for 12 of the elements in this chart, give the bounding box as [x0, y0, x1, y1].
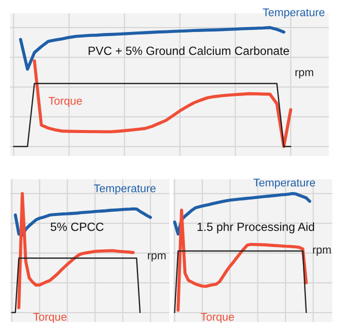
- text: PVC + 5% Ground Calcium Carbonate: [88, 46, 289, 55]
- text: 5% CPCC: [50, 222, 104, 231]
- series-label: Temperature: [94, 184, 156, 194]
- series-label: rpm: [148, 253, 166, 262]
- series-label: Torque: [33, 312, 66, 323]
- series-label: Temperature: [253, 178, 316, 189]
- series-label: rpm: [313, 248, 331, 256]
- text: 1.5 phr Processing Aid: [198, 222, 314, 234]
- series-label: rpm: [295, 70, 314, 78]
- series-label: Temperature: [262, 8, 324, 18]
- series-label: Torque: [48, 97, 82, 107]
- text: Torque: [200, 312, 234, 323]
